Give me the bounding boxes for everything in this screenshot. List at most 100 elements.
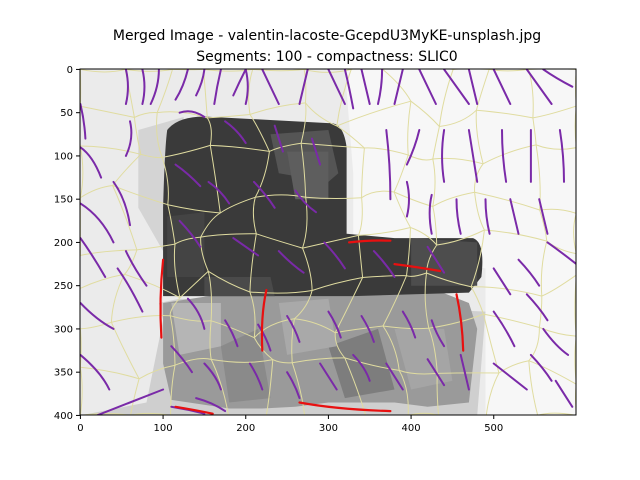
overlay-curve-purple bbox=[517, 258, 541, 287]
segment-boundary bbox=[336, 125, 365, 149]
segment-boundary bbox=[539, 209, 548, 242]
chart-title-line-1: Merged Image - valentin-lacoste-GcepdU3M… bbox=[113, 28, 541, 44]
segment-boundary bbox=[541, 274, 576, 297]
x-tick-label: 300 bbox=[319, 423, 338, 434]
segment-boundary bbox=[292, 357, 345, 364]
segment-boundary bbox=[540, 240, 548, 297]
x-tick-label: 200 bbox=[236, 423, 255, 434]
segment-boundary bbox=[208, 270, 251, 293]
segment-boundary bbox=[133, 117, 142, 155]
overlay-curve-purple bbox=[232, 237, 260, 257]
segment-boundary bbox=[532, 105, 576, 119]
segment-boundary bbox=[134, 112, 158, 118]
x-tick-label: 400 bbox=[402, 423, 421, 434]
segment-boundary bbox=[432, 206, 438, 246]
overlay-curve-purple bbox=[538, 198, 549, 235]
segment-boundary bbox=[398, 370, 409, 415]
y-tick-label: 250 bbox=[54, 281, 73, 292]
overlay-curve-purple bbox=[186, 297, 206, 330]
overlay-curve-red bbox=[455, 293, 465, 352]
segment-boundary bbox=[470, 229, 485, 287]
segment-boundary bbox=[80, 145, 141, 155]
segment-boundary bbox=[156, 112, 163, 158]
segment-boundary bbox=[357, 197, 363, 236]
segment-boundary bbox=[156, 69, 173, 113]
overlay-curve-purple bbox=[377, 69, 384, 105]
segment-boundary bbox=[211, 358, 273, 363]
segment-boundary bbox=[476, 109, 533, 119]
overlay-curve-purple bbox=[253, 180, 276, 209]
segment-boundary bbox=[179, 270, 209, 299]
overlay-curve-purple bbox=[124, 120, 133, 157]
segment-boundary bbox=[80, 69, 126, 73]
segment-boundary bbox=[220, 196, 256, 214]
segment-boundary bbox=[300, 102, 307, 144]
overlay-curve-purple bbox=[149, 69, 160, 105]
segment-boundary bbox=[432, 126, 440, 160]
overlay-curve-purple bbox=[484, 198, 491, 235]
overlay-curve-purple bbox=[509, 198, 520, 235]
overlay-curve-purple bbox=[385, 129, 392, 201]
overlay-curve-red bbox=[393, 263, 442, 273]
overlay-curve-red bbox=[260, 288, 268, 352]
overlay-curve-purple bbox=[294, 189, 317, 214]
overlay-curve-purple bbox=[174, 163, 202, 188]
segment-boundary bbox=[474, 192, 485, 231]
segment-boundary bbox=[111, 314, 171, 323]
segment-boundary bbox=[80, 145, 84, 198]
segment-boundary bbox=[167, 204, 176, 245]
segment-boundary bbox=[210, 359, 229, 415]
segment-boundary bbox=[393, 154, 409, 193]
segment-boundary bbox=[483, 313, 540, 328]
segment-boundary bbox=[162, 144, 211, 158]
overlay-curve-purple bbox=[492, 267, 512, 296]
segment-boundary bbox=[80, 366, 140, 380]
overlay-curve-red bbox=[348, 239, 392, 244]
segment-boundary bbox=[532, 117, 537, 145]
segment-boundary bbox=[269, 142, 302, 152]
overlay-curve-purple bbox=[501, 129, 508, 183]
overlay-curve-purple bbox=[558, 129, 565, 183]
segment-boundary bbox=[428, 328, 438, 374]
segment-boundary bbox=[344, 357, 400, 371]
overlay-curve-purple bbox=[124, 250, 148, 287]
segment-boundary bbox=[206, 117, 212, 146]
segment-boundary bbox=[255, 194, 306, 198]
segment-boundary bbox=[304, 414, 366, 415]
segment-boundary bbox=[161, 157, 169, 205]
segment-boundary bbox=[475, 69, 490, 111]
segment-boundary bbox=[207, 114, 251, 119]
segment-boundary bbox=[539, 208, 576, 214]
overlay-curve-red bbox=[298, 401, 392, 413]
overlay-curve-purple bbox=[213, 69, 222, 105]
segment-boundary bbox=[252, 197, 257, 234]
segment-boundary bbox=[207, 271, 213, 321]
segment-boundary bbox=[80, 328, 82, 368]
segment-boundary bbox=[382, 325, 400, 371]
overlay-curve-purple bbox=[372, 250, 396, 278]
segment-shade-6 bbox=[220, 328, 271, 403]
overlay-curve-purple bbox=[554, 379, 574, 408]
segment-boundary bbox=[474, 191, 540, 211]
segment-boundary bbox=[439, 109, 477, 127]
segment-boundary bbox=[125, 69, 173, 72]
x-tick-label: 500 bbox=[484, 423, 503, 434]
overlay-curve-purple bbox=[405, 129, 421, 166]
segment-boundary bbox=[489, 69, 529, 72]
segment-boundary bbox=[574, 105, 576, 148]
segment-boundary bbox=[291, 362, 306, 415]
segment-boundary bbox=[200, 212, 221, 238]
segment-boundary bbox=[424, 272, 430, 329]
segment-boundary bbox=[80, 249, 137, 256]
overlay-curve-purple bbox=[319, 362, 338, 391]
overlay-curve-purple bbox=[298, 69, 309, 105]
segment-boundary bbox=[130, 378, 140, 415]
segment-boundary bbox=[528, 327, 540, 362]
segment-shade-10 bbox=[278, 298, 337, 355]
segment-boundary bbox=[301, 142, 365, 149]
segment-boundary bbox=[399, 369, 438, 375]
overlay-curve-purple bbox=[455, 198, 462, 235]
segment-boundary bbox=[483, 313, 500, 374]
overlay-curve-purple bbox=[426, 245, 446, 274]
overlay-curve-purple bbox=[80, 237, 107, 278]
